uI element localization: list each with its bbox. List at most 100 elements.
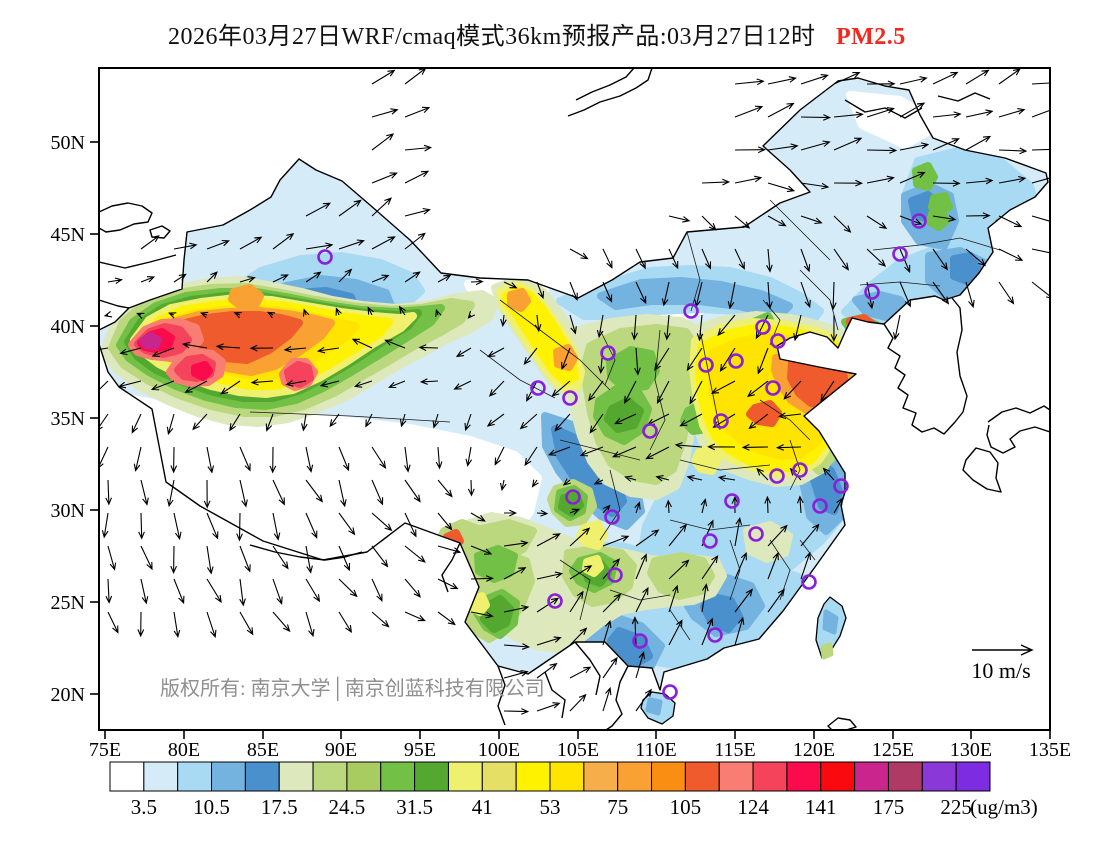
lon-tick-label: 110E	[635, 739, 676, 761]
colorbar-cell	[651, 761, 686, 792]
colorbar-level-label: 75	[607, 795, 628, 819]
colorbar-cell	[481, 761, 517, 792]
contour-blob	[228, 284, 264, 311]
colorbar-level-label: 124	[737, 795, 769, 819]
contour-blob	[607, 627, 653, 668]
lon-tick-label: 100E	[478, 739, 520, 761]
lon-tick-label: 130E	[950, 739, 992, 761]
city-station-marker	[683, 303, 699, 319]
province-line	[649, 329, 666, 451]
lat-tick-label: 50N	[51, 132, 85, 154]
lat-tick-label: 30N	[51, 500, 85, 522]
contour-blob	[576, 520, 608, 550]
province-line	[559, 559, 591, 621]
province-line	[729, 539, 741, 601]
lon-tick-label: 85E	[247, 739, 279, 761]
contour-blob	[700, 592, 743, 633]
wind-arrows	[99, 68, 1050, 715]
city-station-marker	[801, 574, 817, 590]
colorbar-cell	[447, 761, 483, 792]
copyright-watermark: 版权所有: 南京大学│南京创蓝科技有限公司	[160, 676, 545, 702]
coastlines-borders	[99, 68, 1050, 730]
colorbar-level-label: 24.5	[329, 795, 366, 819]
province-line	[759, 399, 811, 441]
colorbar-cell	[684, 761, 720, 792]
wind-reference-label: 10 m/s	[971, 658, 1030, 683]
contour-blob	[284, 361, 314, 388]
province-line	[599, 469, 621, 541]
wind-reference-arrow	[972, 644, 1034, 656]
city-station-marker	[632, 633, 648, 649]
contour-blob	[553, 344, 578, 371]
colorbar-cell	[177, 761, 213, 792]
province-line	[769, 199, 831, 261]
colorbar-cell	[143, 761, 179, 792]
city-station-marker	[812, 498, 828, 514]
colorbar-cell	[820, 761, 856, 792]
colorbar-level-label: 10.5	[193, 795, 230, 819]
coastline	[544, 671, 566, 719]
coastline	[962, 447, 1002, 493]
lat-tick-label: 20N	[51, 684, 85, 706]
colorbar-level-label: 175	[873, 795, 905, 819]
colorbar-level-label: 17.5	[261, 795, 298, 819]
colorbar-cell	[718, 761, 754, 792]
coastline	[574, 641, 601, 696]
colorbar-cell	[786, 761, 822, 792]
lat-tick-label: 40N	[51, 316, 85, 338]
province-line	[249, 411, 451, 423]
map-area: 版权所有: 南京大学│南京创蓝科技有限公司 10 m/s	[99, 68, 1050, 730]
province-line	[499, 299, 611, 391]
city-station-marker	[864, 284, 880, 300]
coastline	[575, 68, 635, 101]
colorbar-level-label: 31.5	[396, 795, 433, 819]
province-line	[686, 231, 701, 312]
city-station-marker	[765, 380, 781, 396]
coastline	[987, 405, 1050, 423]
colorbar-cell	[414, 761, 449, 792]
contour-blob	[139, 332, 162, 350]
colorbar-cell	[955, 761, 991, 792]
contour-blob	[950, 252, 982, 285]
contour-blob	[846, 91, 944, 149]
coastline	[99, 254, 177, 269]
city-station-marker	[748, 526, 764, 542]
coastline	[827, 717, 857, 730]
contour-blob	[691, 444, 722, 475]
city-station-marker	[713, 413, 729, 429]
province-line	[559, 439, 641, 461]
city-station-marker	[565, 489, 581, 505]
contour-blob	[582, 555, 604, 577]
city-station-marker	[755, 319, 771, 335]
contour-blob	[743, 521, 793, 563]
colorbar-level-label: 105	[670, 795, 702, 819]
lon-tick-label: 135E	[1029, 739, 1071, 761]
city-station-marker	[698, 357, 714, 373]
province-line	[679, 459, 771, 471]
contour-blob	[480, 595, 514, 633]
island	[820, 642, 834, 660]
lon-tick-label: 125E	[872, 739, 914, 761]
title-species: PM2.5	[836, 24, 906, 50]
colorbar-cell	[346, 761, 382, 792]
contour-blob	[912, 162, 938, 191]
coastline	[99, 299, 130, 309]
colorbar-cell	[244, 761, 280, 792]
colorbar-cell	[278, 761, 314, 792]
coastline	[497, 665, 506, 726]
contour-blob	[507, 288, 531, 312]
colorbar-cell	[211, 761, 246, 792]
colorbar-cell	[380, 761, 416, 792]
coastline	[986, 424, 1050, 454]
city-station-marker	[769, 468, 785, 484]
city-station-marker	[792, 462, 808, 478]
city-station-marker	[728, 353, 744, 369]
island	[645, 697, 663, 716]
city-station-marker	[547, 593, 563, 609]
island	[822, 609, 839, 635]
contour-blob	[191, 361, 213, 381]
coastline	[149, 225, 171, 239]
city-station-marker	[642, 423, 658, 439]
island-fills	[640, 596, 847, 725]
